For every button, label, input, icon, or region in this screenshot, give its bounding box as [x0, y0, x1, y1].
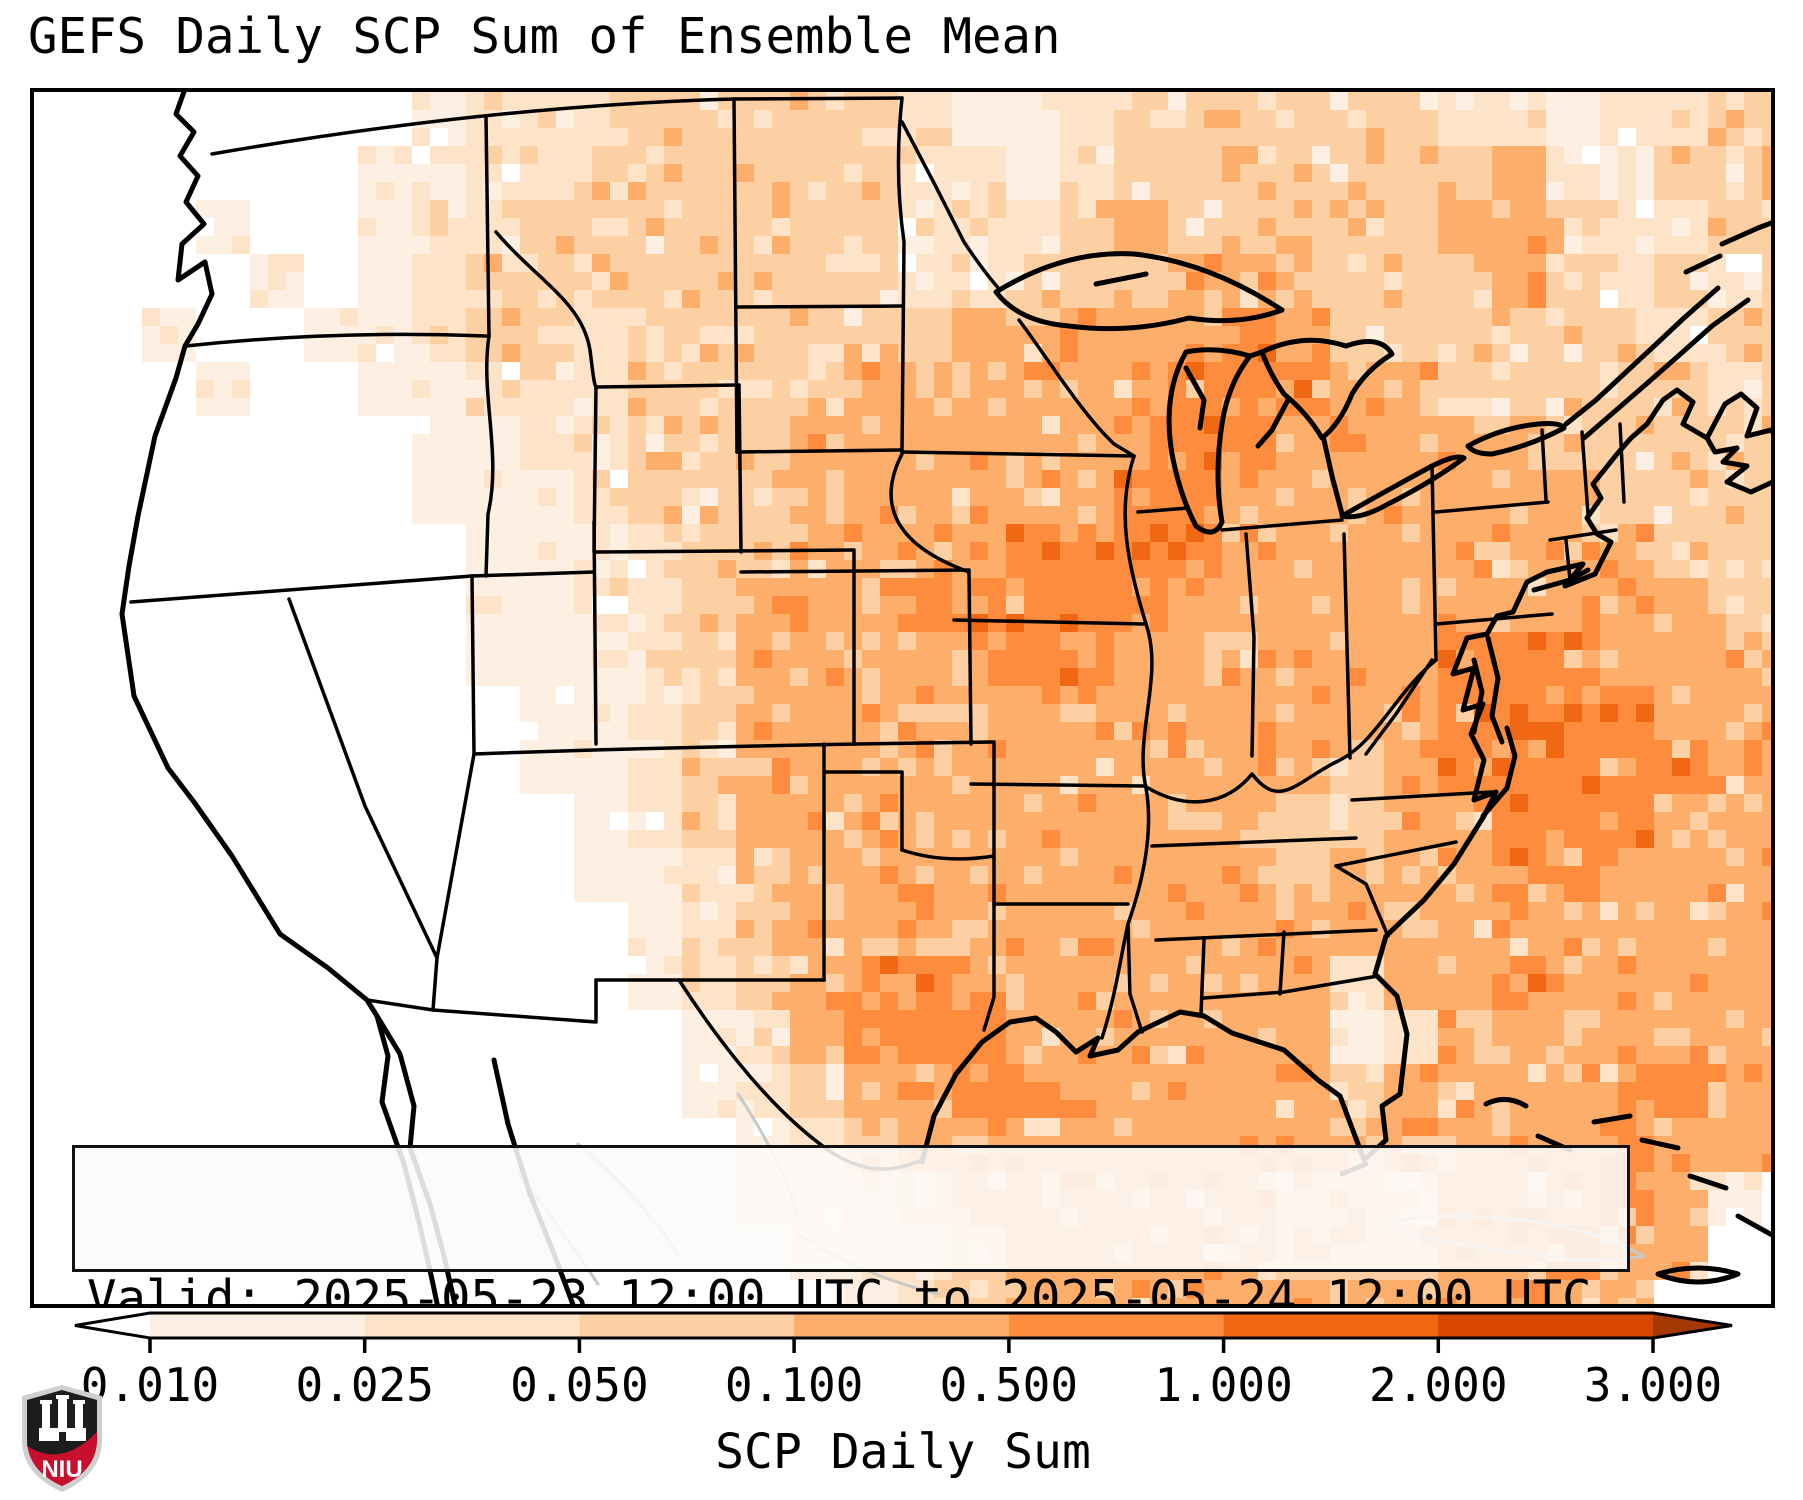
border-va-nc — [1350, 790, 1494, 802]
lake-ontario — [1465, 421, 1567, 457]
border-ne-ks — [739, 568, 971, 574]
colorbar — [74, 1311, 1733, 1353]
colorbar-tick-label: 1.000 — [1154, 1358, 1293, 1412]
border-sd-ne — [735, 448, 904, 454]
detroit-river — [1321, 437, 1345, 517]
colorbar-tick-label: 3.000 — [1583, 1358, 1723, 1412]
border-wy-east — [737, 383, 743, 554]
border-wa-id — [484, 114, 491, 338]
niu-red-band — [27, 1432, 97, 1486]
colorbar-tick-label: 0.025 — [295, 1358, 434, 1412]
border-37n — [472, 740, 996, 756]
border-ia-mo — [952, 618, 1148, 626]
border-mn-ia — [900, 450, 1136, 458]
border-mt-wy — [594, 383, 741, 389]
border-tx-east — [982, 742, 996, 1032]
border-boundary-waters — [900, 120, 1002, 292]
green-bay — [1183, 365, 1207, 431]
outer-banks — [1480, 725, 1518, 819]
border-pa-md — [1434, 612, 1554, 626]
colorbar-tick-label: 0.100 — [724, 1358, 864, 1412]
border-colorado-river — [431, 956, 439, 1012]
border-ms-al — [1199, 938, 1206, 1016]
border-mo-ar — [969, 782, 1148, 788]
border-nc-sc — [1334, 840, 1458, 868]
nova-scotia — [1704, 391, 1771, 495]
border-in-oh — [1342, 532, 1352, 760]
pacific-coast — [119, 92, 440, 1304]
lake-huron — [1259, 337, 1395, 441]
bahamas — [1483, 1097, 1771, 1238]
border-tn-south — [1154, 928, 1378, 942]
page-title: GEFS Daily SCP Sum of Ensemble Mean — [28, 8, 1061, 65]
border-missouri-river — [889, 452, 971, 574]
niu-logo: NIU — [22, 1385, 102, 1492]
border-nd-sd — [735, 304, 904, 309]
border-mississippi-river — [1100, 454, 1154, 1040]
border-pa-ny — [1434, 500, 1550, 514]
border-al-ga — [1278, 930, 1286, 996]
border-nh-me — [1618, 422, 1626, 504]
border-il-in — [1244, 532, 1256, 758]
border-mt-east — [732, 97, 739, 454]
border-vt-nh — [1580, 430, 1590, 516]
mackinac — [1247, 349, 1265, 359]
border-wy-co-north — [594, 548, 856, 554]
border-wi-il — [1136, 506, 1190, 514]
border-fl-north — [1202, 974, 1380, 1000]
border-42n — [129, 574, 474, 604]
border-ut-co — [592, 520, 598, 746]
colorbar-axis-label: SCP Daily Sum — [715, 1424, 1091, 1480]
border-or-id — [484, 334, 495, 578]
lake-superior — [993, 251, 1285, 332]
colorbar-tick-label: 0.050 — [510, 1358, 649, 1412]
border-id-mt — [494, 230, 598, 389]
border-oh-pa — [1430, 464, 1438, 662]
us-scp-map — [119, 92, 1771, 1304]
niu-logo-text: NIU — [41, 1456, 82, 1483]
gulf-atlantic-coast — [919, 387, 1710, 1165]
border-mn-west — [896, 96, 906, 454]
border-nv-ut — [470, 574, 476, 756]
border-ut-north — [470, 570, 596, 578]
border-wv-va — [1364, 658, 1434, 756]
colorbar-tick-label: 0.010 — [80, 1358, 220, 1412]
border-ny-champlain — [1540, 428, 1548, 502]
border-ks-mo — [967, 570, 973, 746]
border-ohio-river — [1146, 658, 1438, 804]
border-ct-ri — [1564, 538, 1572, 582]
anticosti — [1683, 220, 1771, 275]
border-wa-or — [184, 332, 488, 348]
border-mi-south — [1220, 518, 1344, 532]
colorbar-tick-label: 2.000 — [1369, 1358, 1508, 1412]
hispaniola — [1655, 1265, 1741, 1285]
border-ky-tn — [1150, 836, 1358, 848]
chesapeake — [1471, 635, 1505, 745]
border-mn-wi — [1017, 318, 1136, 458]
border-la-ms — [1126, 922, 1144, 1034]
st-lawrence — [1563, 285, 1751, 441]
map-frame: Valid: 2025-05-23 12:00 UTC to 2025-05-2… — [30, 88, 1775, 1308]
saginaw-bay — [1255, 397, 1291, 449]
colorbar-tick-label: 0.500 — [939, 1358, 1079, 1412]
state-borders — [129, 96, 1626, 1171]
border-red-river — [900, 848, 996, 861]
border-ca-nv — [287, 597, 439, 960]
scp-heatmap-layer — [142, 92, 1771, 1304]
border-ma-north — [1548, 528, 1618, 542]
border-ga-sc — [1334, 864, 1390, 938]
border-nv-az — [435, 752, 476, 960]
lake-erie — [1339, 454, 1467, 520]
isle-royale — [1093, 271, 1149, 287]
border-mex-west — [365, 978, 598, 1024]
border-us-canada — [210, 96, 904, 156]
validity-info-box: Valid: 2025-05-23 12:00 UTC to 2025-05-2… — [72, 1145, 1630, 1304]
valid-time-text: Valid: 2025-05-23 12:00 UTC to 2025-05-2… — [87, 1270, 1592, 1308]
niu-castle-icon — [39, 1395, 86, 1441]
